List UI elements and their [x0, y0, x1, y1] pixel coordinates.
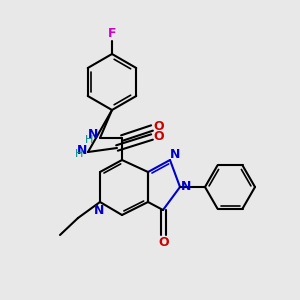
Text: O: O: [154, 121, 164, 134]
Text: H: H: [85, 135, 93, 145]
Text: N: N: [170, 148, 180, 160]
Text: N: N: [181, 181, 191, 194]
Text: O: O: [159, 236, 169, 250]
Text: N: N: [76, 145, 87, 158]
Text: H: H: [75, 149, 83, 159]
Text: N: N: [88, 128, 98, 140]
Text: O: O: [154, 130, 164, 142]
Text: F: F: [108, 27, 116, 40]
Text: N: N: [94, 203, 104, 217]
